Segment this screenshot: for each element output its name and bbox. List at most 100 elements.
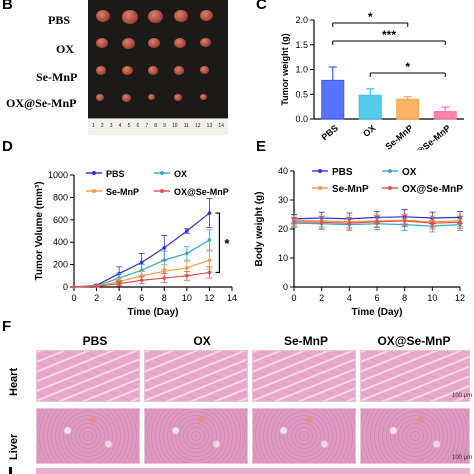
data-point: [162, 276, 167, 280]
histology-col-se-mnp: Se-MnP: [283, 334, 328, 348]
scale-bar-liver: 100 μm: [452, 455, 472, 461]
significance-label: ***: [382, 28, 396, 42]
ruler-number: 9: [163, 123, 166, 129]
x-tick-label: 14: [227, 293, 237, 303]
tumor-weight-chart: 0.0 0.5 1.0 1.5 2.0 Tumor weight (g) PBS OX Se-M…: [280, 10, 464, 150]
scale-bar-heart-label: 100 μm: [452, 393, 473, 399]
significance-label: *: [224, 236, 230, 251]
scale-bar-heart: 100 μm: [452, 393, 472, 399]
x-axis-label: Time (Day): [128, 307, 179, 318]
data-point: [139, 278, 144, 283]
data-point: [117, 281, 121, 286]
x-tick-label: OX: [361, 123, 377, 139]
photo-label-ox-se-mnp: OX@Se-MnP: [6, 96, 77, 110]
x-tick-label: 12: [204, 293, 214, 303]
tumor-photo-specimens: [88, 0, 228, 118]
y-tick-label: 600: [53, 215, 68, 225]
tumor-specimen: [174, 10, 188, 22]
panel-label-d: D: [2, 138, 13, 155]
ruler-number: 2: [100, 123, 104, 129]
legend-marker: [388, 186, 392, 190]
histology-next-row-label-stub: [9, 467, 12, 474]
tumor-specimen: [174, 66, 184, 75]
ruler-number: 11: [183, 123, 189, 129]
y-tick-label: 1000: [48, 170, 68, 180]
photo-label-pbs: PBS: [48, 13, 71, 27]
histology-liver-ox-se-mnp: [360, 408, 470, 464]
data-point: [162, 246, 167, 250]
tumor-specimen: [200, 66, 209, 74]
ruler: 1 2 3 4 5 6 7 8 9 10 11 12 13 14: [88, 118, 228, 135]
y-tick-label: 10: [278, 253, 288, 263]
x-tick-label: 0: [71, 293, 76, 303]
data-point: [185, 229, 189, 233]
data-point: [185, 266, 189, 270]
tumor-specimen: [200, 10, 213, 22]
y-tick-label: 200: [53, 260, 68, 270]
histology-liver-pbs: [36, 408, 140, 464]
tumor-specimen: [96, 94, 104, 101]
legend-label: PBS: [106, 169, 125, 179]
y-tick-label: 1.5: [295, 40, 308, 50]
histology-liver-se-mnp: [252, 408, 356, 464]
ruler-number: 3: [109, 123, 113, 129]
data-point: [319, 220, 324, 225]
tumor-specimen: [96, 66, 106, 75]
x-tick-label: 10: [427, 293, 437, 303]
x-tick-label: 8: [402, 293, 407, 303]
panel-label-c: C: [256, 0, 267, 13]
y-tick-label: 400: [53, 237, 68, 247]
legend-label: OX@Se-MnP: [402, 184, 463, 195]
tumor-specimen: [122, 66, 133, 76]
ruler-number: 7: [145, 123, 149, 129]
panel-label-b: B: [2, 0, 13, 13]
panel-label-f: F: [2, 318, 12, 335]
ruler-number: 5: [127, 123, 131, 129]
x-tick-label: 12: [455, 293, 465, 303]
data-point: [375, 219, 379, 224]
histology-heart-se-mnp: [252, 350, 356, 402]
y-tick-label: 20: [278, 224, 288, 234]
significance-label: *: [368, 10, 373, 24]
data-point: [430, 221, 435, 225]
tumor-specimen: [148, 66, 158, 75]
legend-label: Se-MnP: [332, 184, 369, 195]
data-point: [292, 219, 296, 224]
tumor-specimen: [96, 10, 110, 22]
bar: [396, 98, 420, 120]
y-tick-label: 0: [63, 282, 68, 292]
histology-next-row: [36, 468, 470, 474]
legend-marker: [388, 169, 392, 173]
bar: [358, 94, 382, 120]
legend-label: Se-MnP: [106, 187, 139, 197]
tumor-specimen: [148, 38, 160, 49]
x-tick-label: Se-MnP: [383, 123, 415, 150]
legend-label: OX: [402, 167, 417, 178]
ruler-number: 4: [118, 123, 122, 129]
histology-heart-ox-se-mnp: [360, 350, 470, 402]
y-axis-label: Tumor weight (g): [280, 33, 290, 105]
ruler-number: 1: [92, 123, 95, 129]
ruler-numbers: 1 2 3 4 5 6 7 8 9 10 11 12 13 14: [92, 123, 224, 129]
x-tick-label: 6: [139, 293, 144, 303]
x-tick-label: 6: [374, 293, 379, 303]
histology-col-ox: OX: [193, 334, 211, 348]
data-point: [94, 284, 99, 289]
data-point: [72, 285, 76, 289]
ruler-number: 12: [195, 123, 201, 129]
histology-row-liver: Liver: [8, 433, 20, 460]
tumor-specimen: [174, 94, 182, 101]
legend-label: OX: [174, 169, 187, 179]
panel-label-e: E: [256, 138, 267, 155]
data-point: [402, 219, 407, 223]
histology-heart-ox: [144, 350, 248, 402]
legend-marker: [92, 189, 96, 193]
y-tick-label: 40: [278, 166, 288, 176]
data-point: [458, 220, 462, 225]
data-point: [185, 274, 189, 278]
x-tick-label: 4: [117, 293, 122, 303]
tumor-specimen: [96, 38, 108, 49]
y-tick-label: 0.0: [295, 114, 308, 124]
bar: [433, 111, 457, 120]
ruler-number: 13: [206, 123, 213, 129]
